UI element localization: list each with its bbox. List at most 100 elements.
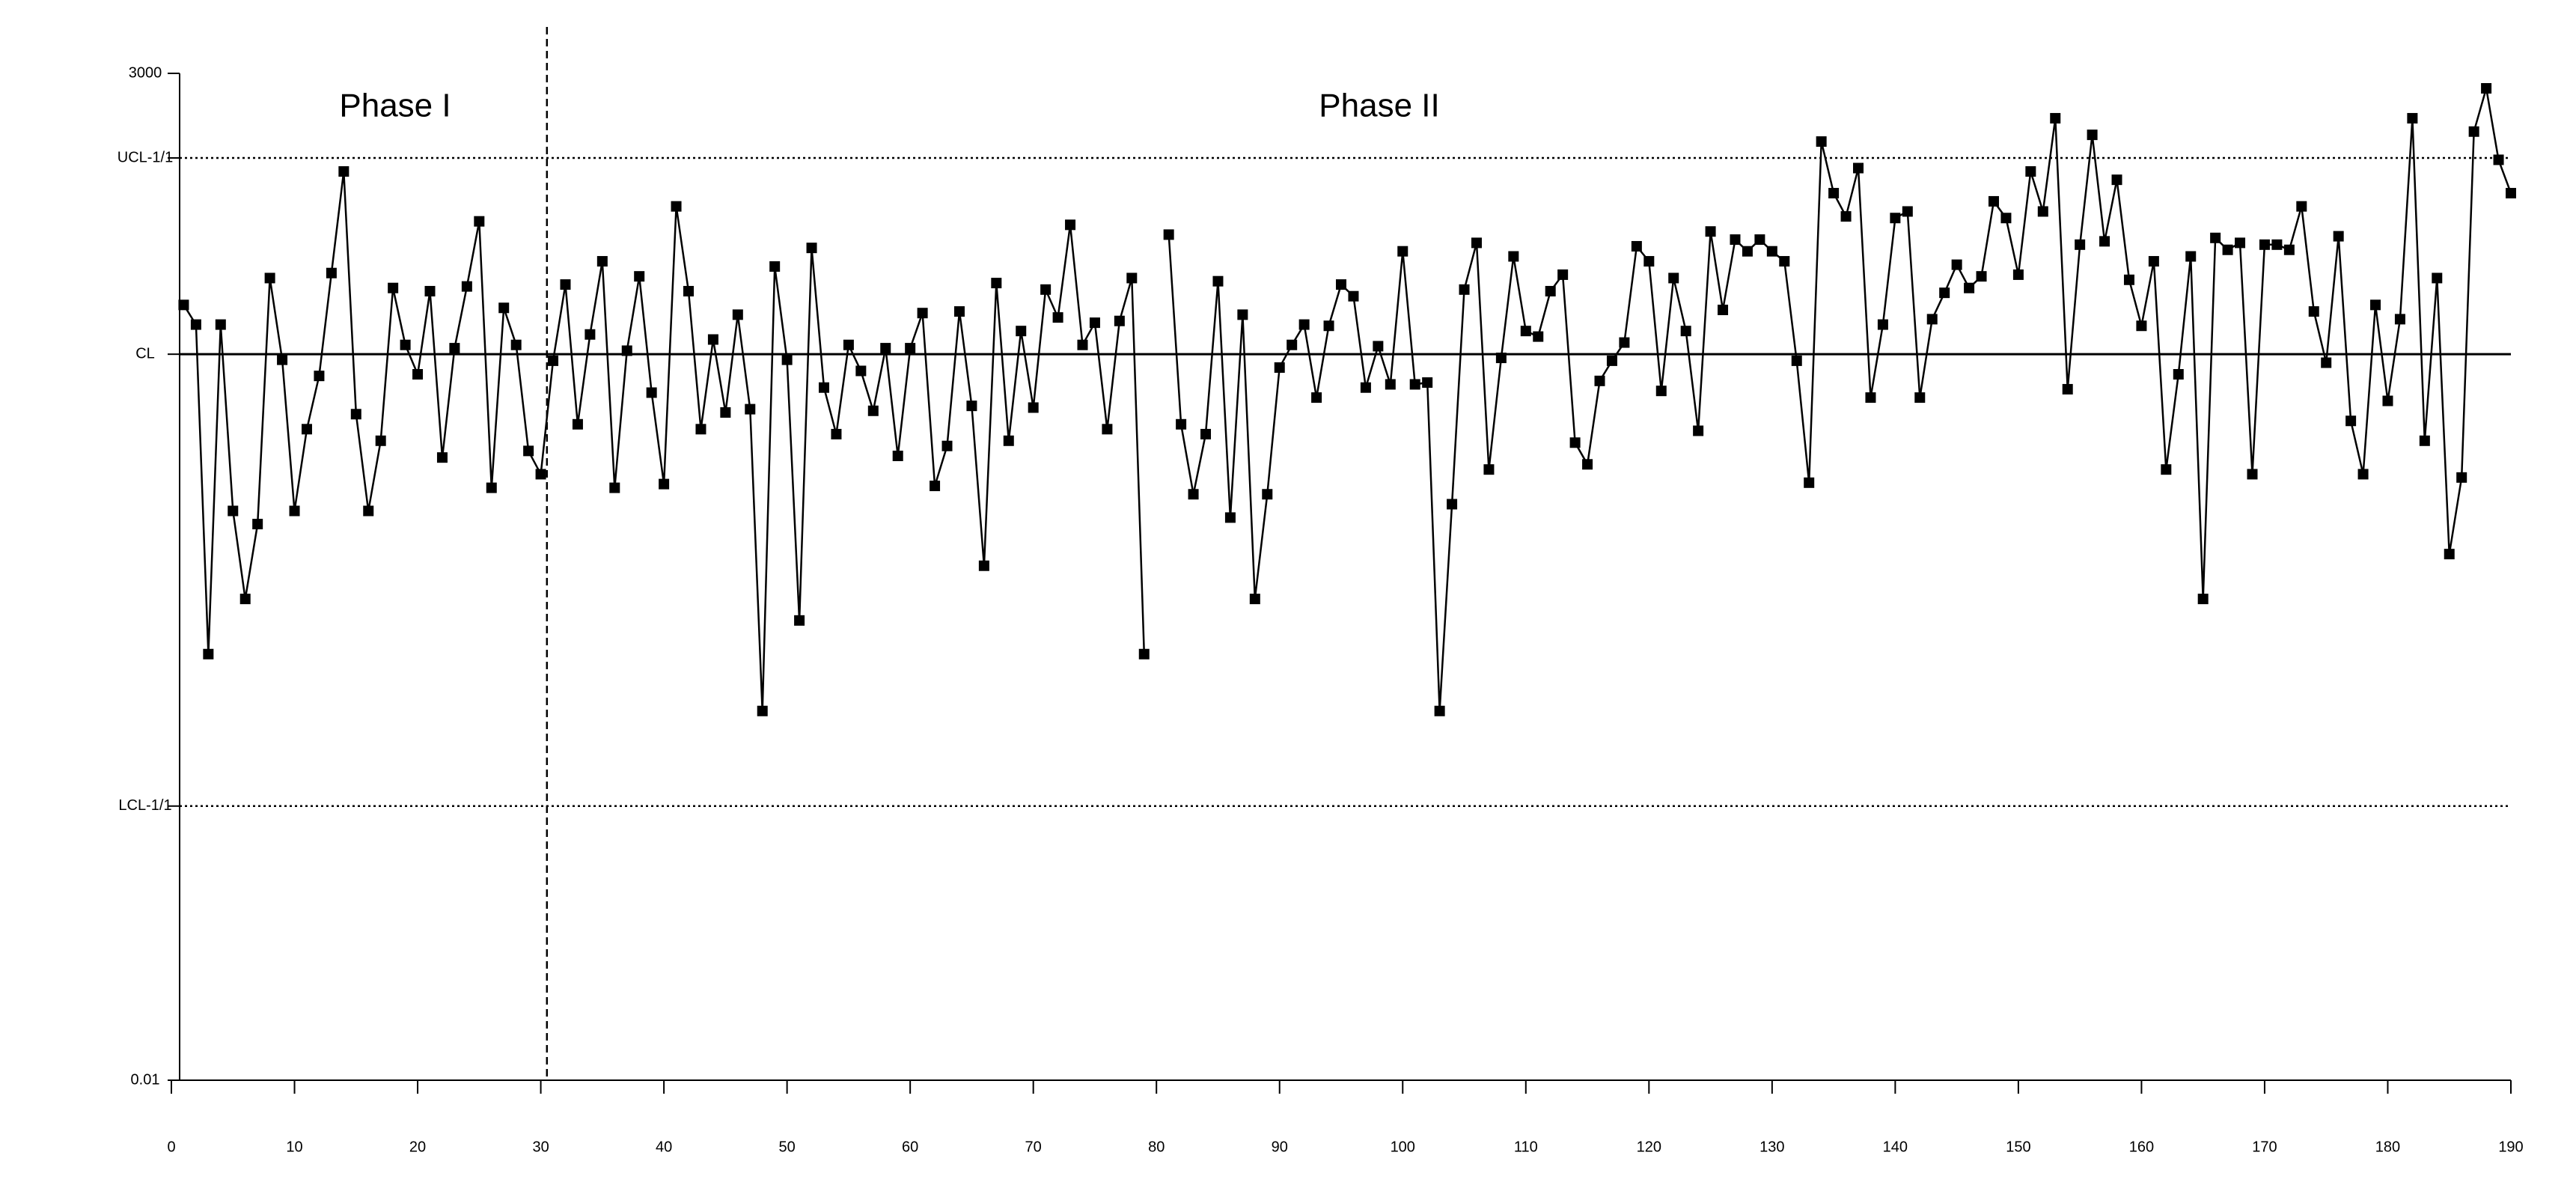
data-point xyxy=(350,409,361,420)
y-tick-label: UCL-1/1 xyxy=(117,149,173,165)
data-point xyxy=(1434,705,1445,716)
data-point xyxy=(966,400,977,412)
data-point xyxy=(1520,326,1531,337)
data-point xyxy=(1126,272,1138,284)
data-point xyxy=(1176,418,1187,430)
data-point xyxy=(1077,339,1088,350)
data-point xyxy=(1102,424,1113,435)
data-point xyxy=(2136,320,2147,332)
data-point xyxy=(1052,312,1063,323)
data-point xyxy=(1409,379,1420,390)
data-point xyxy=(2123,274,2134,285)
data-point xyxy=(1224,512,1236,523)
data-point xyxy=(941,440,953,451)
data-point xyxy=(1853,162,1864,174)
data-point xyxy=(2308,306,2319,317)
data-point xyxy=(1557,269,1569,280)
y-tick-label: 0.01 xyxy=(131,1071,160,1088)
data-point xyxy=(794,615,805,626)
data-point xyxy=(1385,379,1396,390)
data-point xyxy=(1680,326,1691,337)
data-point xyxy=(855,365,867,377)
data-point xyxy=(1988,195,1999,207)
y-tick-label: CL xyxy=(135,345,155,362)
data-point xyxy=(572,418,583,430)
data-point xyxy=(2456,472,2467,483)
data-point xyxy=(1939,287,1950,299)
data-point xyxy=(1298,319,1310,330)
data-point xyxy=(289,505,300,517)
data-point xyxy=(2062,383,2073,395)
data-point xyxy=(252,519,263,530)
data-point xyxy=(732,309,743,320)
data-point xyxy=(449,343,460,354)
data-point xyxy=(745,403,756,415)
data-point xyxy=(535,469,546,480)
data-point xyxy=(1902,206,1913,217)
data-point xyxy=(1766,246,1777,257)
data-point xyxy=(436,452,448,463)
data-point xyxy=(548,355,559,366)
data-point xyxy=(1865,392,1876,403)
data-point xyxy=(2247,469,2258,480)
data-point xyxy=(2099,236,2110,247)
phase-label: Phase I xyxy=(339,88,451,124)
y-tick-label: LCL-1/1 xyxy=(118,797,171,814)
x-tick-label: 10 xyxy=(286,1139,302,1155)
data-point xyxy=(2370,299,2381,311)
data-point xyxy=(769,261,781,272)
data-point xyxy=(1964,282,1975,293)
data-point xyxy=(991,278,1002,289)
data-point xyxy=(301,424,312,435)
x-tick-label: 40 xyxy=(656,1139,672,1155)
data-point xyxy=(1693,425,1704,436)
data-point xyxy=(1816,136,1827,147)
data-point xyxy=(1655,386,1667,397)
data-point xyxy=(412,368,424,380)
data-point xyxy=(2506,188,2516,199)
data-point xyxy=(1668,272,1679,284)
data-point xyxy=(1730,234,1741,246)
data-point xyxy=(843,339,854,350)
x-tick-label: 120 xyxy=(1637,1139,1661,1155)
data-point xyxy=(1287,339,1298,350)
data-point xyxy=(609,482,620,493)
data-point xyxy=(2407,112,2418,124)
data-point xyxy=(1828,188,1840,199)
data-point xyxy=(1705,226,1716,237)
data-point xyxy=(1114,315,1125,326)
data-point xyxy=(831,428,842,439)
data-point xyxy=(1459,284,1470,295)
data-point xyxy=(2493,154,2504,165)
data-point xyxy=(1890,213,1901,224)
data-point xyxy=(1508,251,1519,262)
data-point xyxy=(338,166,350,177)
data-point xyxy=(1483,464,1495,475)
data-point xyxy=(2259,239,2270,250)
data-point xyxy=(2481,83,2492,94)
data-point xyxy=(1631,240,1642,252)
data-point xyxy=(2394,314,2405,325)
data-point xyxy=(326,267,337,278)
data-point xyxy=(1003,435,1014,446)
data-point xyxy=(634,271,645,282)
data-point xyxy=(2419,435,2430,446)
data-point xyxy=(646,387,657,398)
data-point xyxy=(1569,437,1581,448)
data-point xyxy=(621,345,632,356)
data-point xyxy=(1619,337,1630,348)
data-point xyxy=(2321,357,2332,368)
data-point xyxy=(2333,231,2344,242)
data-point xyxy=(671,201,682,212)
data-point xyxy=(781,354,793,365)
data-point xyxy=(239,594,251,605)
data-point xyxy=(1323,320,1334,332)
data-point xyxy=(867,405,879,416)
data-point xyxy=(930,481,941,492)
data-point xyxy=(757,705,768,716)
x-tick-label: 60 xyxy=(902,1139,918,1155)
x-tick-label: 110 xyxy=(1514,1139,1538,1155)
data-point xyxy=(1582,459,1593,470)
x-tick-label: 140 xyxy=(1883,1139,1908,1155)
